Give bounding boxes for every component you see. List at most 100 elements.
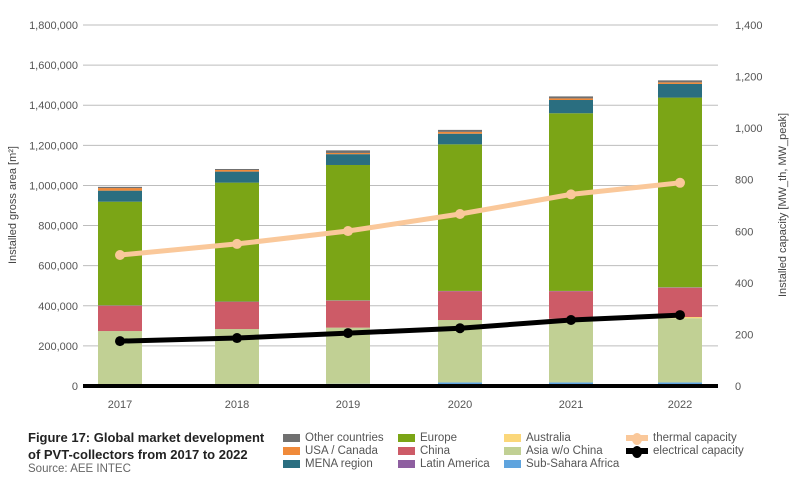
figure-caption: Figure 17: Global market development of … [28, 429, 268, 475]
legend-swatch [283, 434, 300, 442]
bar-segment-usa-canada [549, 98, 593, 101]
x-tick-label: 2020 [448, 399, 472, 411]
legend-swatch [283, 447, 300, 455]
legend-swatch [504, 447, 521, 455]
thermal-capacity-point [675, 177, 685, 188]
bar-segment-mena-region [98, 190, 142, 202]
legend-item: thermal capacity [626, 431, 737, 445]
legend-label: Other countries [305, 432, 384, 444]
electrical-capacity-point [343, 328, 353, 339]
legend-swatch [398, 447, 415, 455]
y-tick-label: 1,600,000 [29, 60, 78, 72]
y-tick-label: 400,000 [38, 301, 78, 313]
y-tick-label: 1,800,000 [29, 20, 78, 32]
y-tick-label: 600,000 [38, 261, 78, 273]
legend-label: MENA region [305, 458, 373, 470]
y2-tick-label: 800 [735, 175, 753, 187]
y2-tick-label: 0 [735, 381, 741, 393]
bar-segment-europe [658, 97, 702, 288]
thermal-capacity-point [343, 226, 353, 237]
legend-item: Europe [398, 431, 457, 445]
bar-segment-china [215, 301, 259, 330]
bar-segment-china [326, 300, 370, 328]
figure-title: Figure 17: Global market development of … [28, 430, 265, 462]
electrical-capacity-line [119, 312, 681, 344]
legend-label: China [420, 445, 451, 457]
bar-segment-other-countries [98, 186, 142, 189]
legend-item: MENA region [283, 457, 373, 471]
thermal-capacity-point [232, 238, 242, 249]
legend-swatch [398, 434, 415, 442]
y-tick-label: 200,000 [38, 341, 78, 353]
y-axis-title: Installed gross area [m²] [7, 146, 19, 264]
bar-segment-usa-canada [215, 170, 259, 172]
legend-label: USA / Canada [305, 445, 378, 457]
bar-segment-other-countries [215, 168, 259, 171]
bar-segment-china [438, 291, 482, 321]
figure-source: Source: AEE INTEC [28, 463, 131, 475]
x-tick-label: 2018 [225, 399, 249, 411]
x-tick-label: 2022 [668, 399, 692, 411]
y-tick-label: 800,000 [38, 221, 78, 233]
bar-segment-other-countries [326, 150, 370, 153]
thermal-capacity-point [115, 250, 125, 261]
legend-item: USA / Canada [283, 444, 378, 458]
legend-line-marker-icon [626, 433, 648, 445]
bar-segment-usa-canada [438, 131, 482, 134]
y-tick-label: 1,200,000 [29, 140, 78, 152]
bar-segment-china [98, 305, 142, 332]
legend-item: Asia w/o China [504, 444, 603, 458]
bar-segment-other-countries [658, 80, 702, 83]
electrical-capacity-point [675, 310, 685, 321]
legend-swatch [504, 434, 521, 442]
legend-item: electrical capacity [626, 444, 744, 458]
bar-segment-asia-w-o-china [658, 318, 702, 383]
legend-line-marker-icon [626, 446, 648, 458]
legend-item: Other countries [283, 431, 384, 445]
y-tick-label: 1,000,000 [29, 180, 78, 192]
y-tick-label: 1,400,000 [29, 100, 78, 112]
legend-item: Latin America [398, 457, 490, 471]
bar-segment-usa-canada [326, 152, 370, 155]
legend-label: Sub-Sahara Africa [526, 458, 620, 470]
legend-label: Australia [526, 432, 571, 444]
y2-tick-label: 400 [735, 278, 753, 290]
bar-segment-usa-canada [658, 82, 702, 84]
legend-label: Asia w/o China [526, 445, 603, 457]
bar-segment-mena-region [326, 154, 370, 165]
thermal-capacity-point [566, 189, 576, 200]
legend-swatch [283, 460, 300, 468]
bar-segment-mena-region [658, 83, 702, 98]
thermal-capacity-point [455, 209, 465, 220]
bar-segment-mena-region [549, 100, 593, 114]
bar-segment-other-countries [438, 129, 482, 132]
x-tick-label: 2019 [336, 399, 360, 411]
legend-item: Sub-Sahara Africa [504, 457, 619, 471]
y2-tick-label: 600 [735, 226, 753, 238]
bar-segment-mena-region [215, 171, 259, 183]
legend-label: electrical capacity [653, 445, 744, 457]
thermal-capacity-line [119, 180, 681, 258]
bar-segment-mena-region [438, 133, 482, 145]
legend-label: Latin America [420, 458, 490, 470]
y2-tick-label: 1,000 [735, 123, 763, 135]
legend-swatch [504, 460, 521, 468]
legend-label: thermal capacity [653, 432, 737, 444]
bar-segment-asia-w-o-china [549, 318, 593, 383]
legend-swatch [398, 460, 415, 468]
bar-segment-usa-canada [98, 188, 142, 191]
x-tick-label: 2021 [559, 399, 583, 411]
bar-segment-europe [549, 113, 593, 291]
y2-axis-title: Installed capacity [MW_th, MW_peak] [777, 113, 789, 297]
legend-label: Europe [420, 432, 458, 444]
electrical-capacity-point [115, 336, 125, 347]
chart-svg: 0 200,000 400,000 600,000 800,000 1,000,000 1,… [7, 20, 789, 411]
y-tick-label: 0 [72, 381, 78, 393]
electrical-capacity-point [232, 333, 242, 344]
bar-segment-china [549, 291, 593, 319]
electrical-capacity-point [566, 314, 576, 325]
y2-tick-label: 1,200 [735, 72, 763, 84]
legend-item: Australia [504, 431, 571, 445]
x-tick-label: 2017 [108, 399, 132, 411]
